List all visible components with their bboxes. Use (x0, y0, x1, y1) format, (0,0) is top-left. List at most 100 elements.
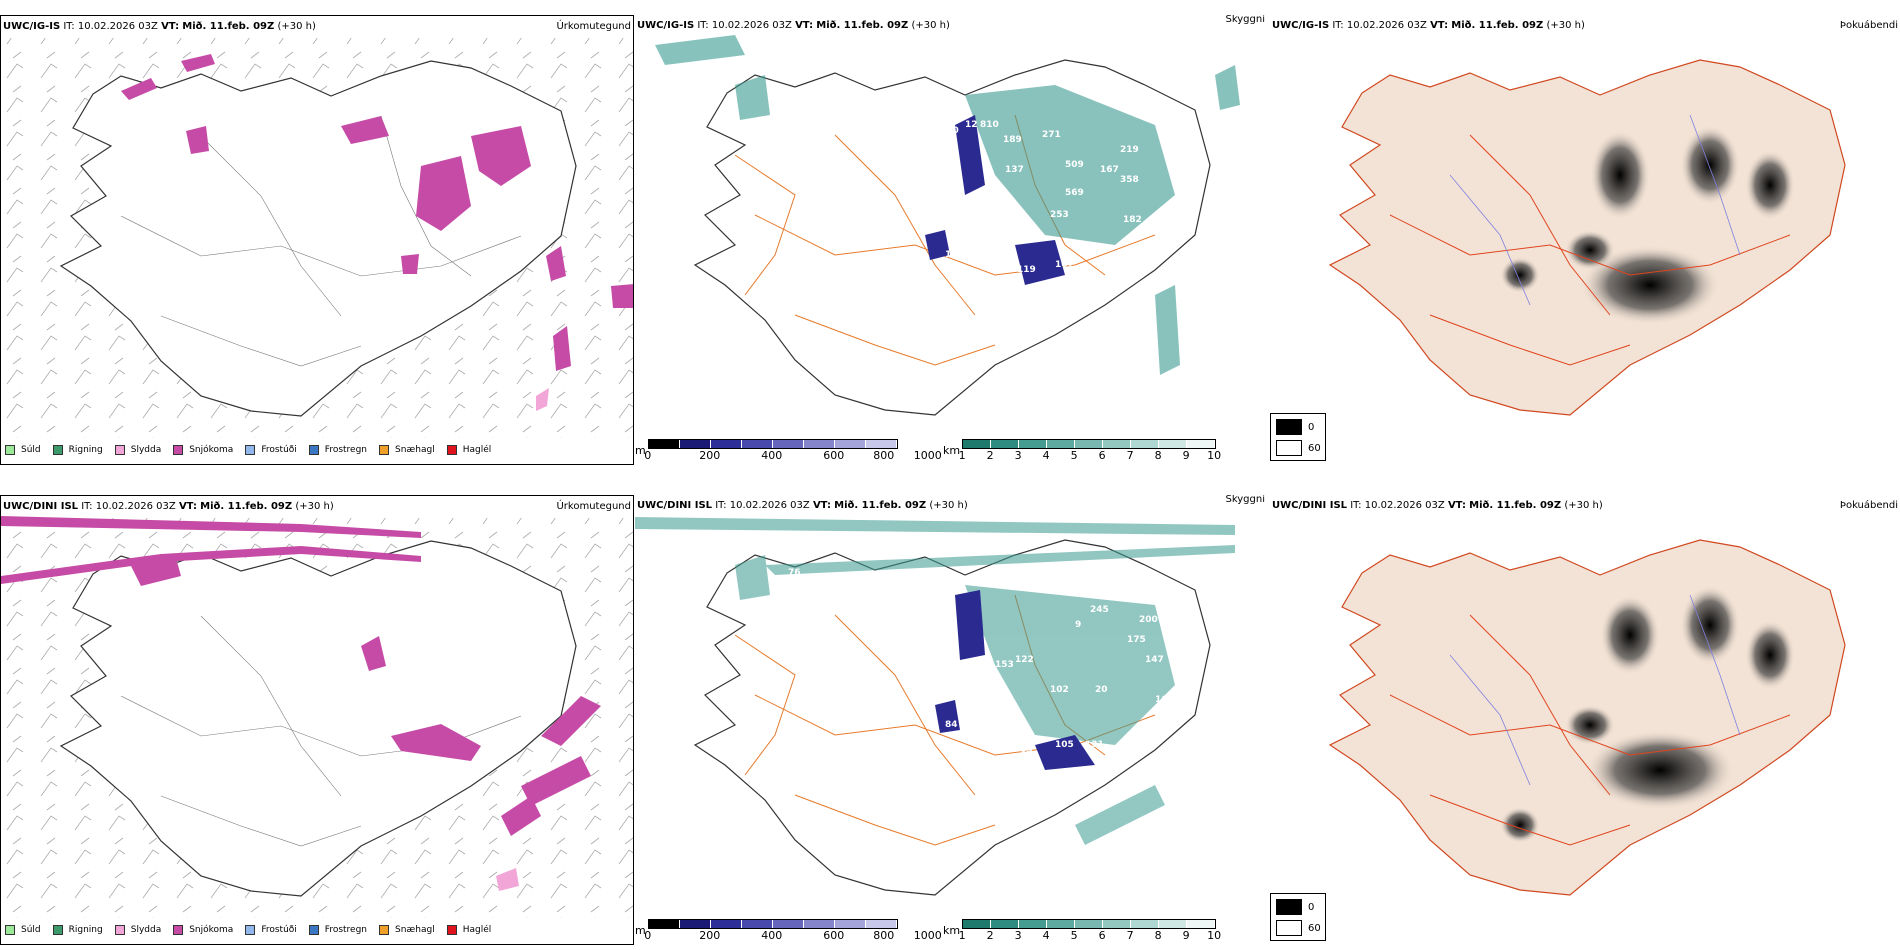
cloudbase-label: 358 (1120, 175, 1139, 185)
visibility-scale (962, 439, 1217, 449)
cloudbase-label: 245 (1090, 605, 1109, 615)
valid-label: VT: (1447, 500, 1466, 511)
fog-legend-dark-label: 0 (1308, 421, 1315, 433)
precip-type-panel-bottom: UWC/DINI ISL IT: 10.02.2026 03Z VT: Mið.… (0, 495, 634, 945)
legend-snow-grains: Snæhagl (379, 445, 435, 455)
precip-type-map (1, 38, 633, 438)
run-label: IT: (81, 501, 93, 512)
legend-snow-grains: Snæhagl (379, 925, 435, 935)
valid-label: VT: (812, 500, 831, 511)
cloudbase-scale (647, 919, 898, 929)
fog-map (1328, 539, 1846, 896)
panel-title: Úrkomutegund (556, 21, 631, 32)
lead-time: (+30 h) (1546, 20, 1585, 31)
low-visibility-areas (635, 517, 1235, 845)
visibility-colorbar: km 1 2 3 4 5 6 7 8 9 (943, 919, 1221, 942)
cloudbase-label: 12 (965, 120, 978, 130)
cloudbase-label: 160 (940, 126, 959, 136)
valid-time: Mið. 11.feb. 09Z (182, 21, 275, 32)
model-name: UWC/DINI ISL (637, 500, 713, 511)
legend-hail: Haglél (446, 445, 491, 455)
cloudbase-label: 105 (1055, 740, 1074, 750)
panel-header: UWC/DINI ISL IT: 10.02.2026 03Z VT: Mið.… (637, 495, 1267, 513)
run-label: IT: (1350, 500, 1362, 511)
legend-drizzle: Súld (5, 445, 41, 455)
run-label: IT: (715, 500, 727, 511)
panel-title: Þokuábendi (1839, 20, 1898, 31)
iceland-outline (59, 60, 577, 417)
legend-sleet: Slydda (114, 925, 161, 935)
cloudbase-label: 819 (793, 588, 812, 598)
cloudbase-label: 10 (957, 240, 970, 250)
cloudbase-label: 219 (1120, 145, 1139, 155)
valid-time: Mið. 11.feb. 09Z (834, 500, 927, 511)
cloudbase-values: 76 819 9 200 245 175 147 149 11 153 122 … (788, 568, 1194, 755)
model-name: UWC/DINI ISL (3, 501, 79, 512)
snow-areas (1, 516, 601, 836)
cloudbase-label: 76 (788, 568, 801, 578)
legend-snow: Snjókoma (173, 445, 233, 455)
cloudbase-values: 637 160 12 810 189 271 137 509 167 219 3… (785, 120, 1160, 275)
run-label: IT: (1332, 20, 1344, 31)
legend-freezing-rain: Frostregn (308, 445, 367, 455)
run-label: IT: (697, 20, 709, 31)
cloudbase-label: 131 (1085, 740, 1104, 750)
fog-legend-light-label: 60 (1308, 442, 1321, 454)
cloudbase-label: 137 (1005, 165, 1024, 175)
cloudbase-colorbar: m 0 200 400 600 800 1000 (635, 439, 942, 462)
fog-shading (1500, 125, 1795, 325)
rivers (1449, 594, 1741, 786)
panel-title: Skyggni (1225, 15, 1265, 25)
run-label: IT: (63, 21, 75, 32)
legend-freezing-drizzle: Frostúði (245, 925, 297, 935)
cloudbase-scale (647, 439, 898, 449)
valid-time: Mið. 11.feb. 09Z (1451, 20, 1544, 31)
cloudbase-label: 122 (1015, 655, 1034, 665)
legend-snow: Snjókoma (173, 925, 233, 935)
panel-title: Skyggni (1225, 495, 1265, 505)
precip-legend: Súld Rigning Slydda Snjókoma Frostúði Fr… (5, 921, 503, 939)
valid-label: VT: (161, 21, 180, 32)
cloudbase-label: 119 (1017, 265, 1036, 275)
run-time: 10.02.2026 03Z (1346, 20, 1427, 31)
visibility-panel-bottom: UWC/DINI ISL IT: 10.02.2026 03Z VT: Mið.… (635, 495, 1269, 945)
model-name: UWC/DINI ISL (1272, 500, 1348, 511)
fog-panel-bottom: UWC/DINI ISL IT: 10.02.2026 03Z VT: Mið.… (1270, 495, 1900, 945)
cloudbase-label: 271 (1042, 130, 1061, 140)
fog-legend: 0 60 (1270, 413, 1326, 461)
lead-time: (+30 h) (277, 21, 316, 32)
legend-freezing-drizzle: Frostúði (245, 445, 297, 455)
lead-time: (+30 h) (911, 20, 950, 31)
cloudbase-label: 20 (1095, 685, 1108, 695)
cloudbase-label: 569 (1065, 188, 1084, 198)
lead-time: (+30 h) (295, 501, 334, 512)
panel-header: UWC/IG-IS IT: 10.02.2026 03Z VT: Mið. 11… (1272, 19, 1898, 33)
panel-title: Úrkomutegund (556, 501, 631, 512)
lead-time: (+30 h) (1564, 500, 1603, 511)
valid-label: VT: (1430, 20, 1449, 31)
valid-label: VT: (178, 501, 197, 512)
cloudbase-label: 253 (1050, 210, 1069, 220)
cloudbase-label: 153 (995, 660, 1014, 670)
fog-legend-light-label: 60 (1308, 922, 1321, 934)
fog-legend: 0 60 (1270, 893, 1326, 941)
roads-red (1389, 614, 1791, 846)
legend-rain: Rigning (52, 445, 103, 455)
cloudbase-label: 182 (1123, 215, 1142, 225)
cloudbase-label: 200 (1139, 615, 1158, 625)
iceland-outline (693, 59, 1211, 416)
precip-legend: Súld Rigning Slydda Snjókoma Frostúði Fr… (5, 441, 503, 459)
cloudbase-colorbar: m 0 200 400 600 800 1000 (635, 919, 942, 942)
fog-panel-top: UWC/IG-IS IT: 10.02.2026 03Z VT: Mið. 11… (1270, 15, 1900, 465)
cloudbase-label: 138 (1117, 260, 1136, 270)
legend-rain: Rigning (52, 925, 103, 935)
low-visibility-areas (655, 35, 1240, 375)
cloudbase-label: 84 (945, 720, 958, 730)
cloudbase-label: 63 (1020, 745, 1033, 755)
iceland-outline (59, 540, 577, 897)
cloudbase-label: 9 (1075, 620, 1081, 630)
valid-time: Mið. 11.feb. 09Z (200, 501, 293, 512)
visibility-unit: km (943, 924, 961, 937)
cloudbase-label: 189 (1003, 135, 1022, 145)
